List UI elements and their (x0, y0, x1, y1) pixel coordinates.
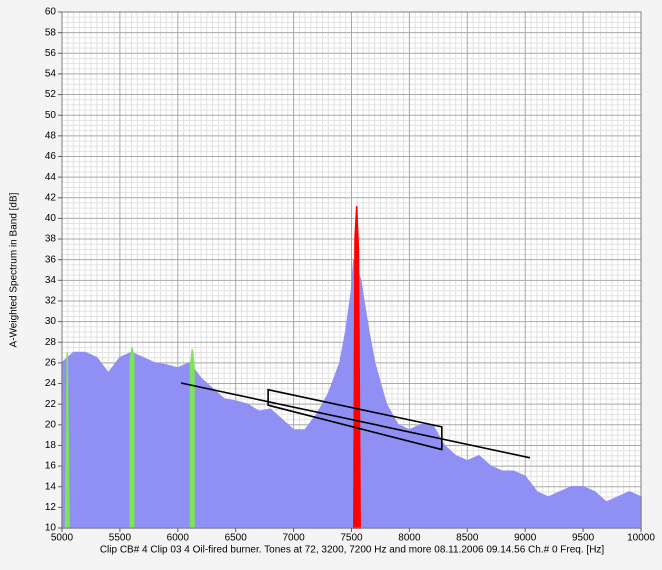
x-tick-label: 9500 (572, 533, 595, 544)
x-tick-label: 8000 (398, 533, 421, 544)
y-tick-label: 38 (45, 234, 57, 245)
y-tick-label: 14 (45, 481, 57, 492)
y-tick-label: 60 (45, 7, 57, 18)
x-tick-label: 9000 (514, 533, 537, 544)
x-tick-label: 6000 (167, 533, 190, 544)
y-tick-label: 32 (45, 296, 57, 307)
y-tick-label: 22 (45, 399, 57, 410)
x-tick-label: 5000 (51, 533, 74, 544)
spectrum-area (129, 347, 135, 529)
y-tick-label: 24 (45, 378, 57, 389)
y-tick-label: 28 (45, 337, 57, 348)
reference-line (267, 388, 443, 451)
y-tick-label: 54 (45, 69, 57, 80)
x-axis-label: Clip CB# 4 Clip 03 4 Oil-fired burner. T… (100, 545, 605, 556)
y-tick-label: 40 (45, 213, 57, 224)
y-tick-label: 36 (45, 254, 57, 265)
y-tick-label: 20 (45, 419, 57, 430)
y-tick-label: 10 (45, 523, 57, 534)
y-tick-label: 30 (45, 316, 57, 327)
y-tick-label: 52 (45, 89, 57, 100)
x-tick-label: 7000 (282, 533, 305, 544)
y-tick-label: 16 (45, 461, 57, 472)
y-tick-label: 12 (45, 502, 57, 513)
y-tick-label: 58 (45, 27, 57, 38)
y-tick-label: 46 (45, 151, 57, 162)
y-tick-label: 56 (45, 48, 57, 59)
reference-line (180, 382, 531, 459)
y-axis-label: A-Weighted Spectrum in Band [dB] (9, 192, 20, 347)
y-tick-label: 42 (45, 192, 57, 203)
x-tick-label: 10000 (627, 533, 655, 544)
x-tick-label: 8500 (456, 533, 479, 544)
y-tick-label: 48 (45, 130, 57, 141)
x-tick-label: 5500 (109, 533, 132, 544)
y-tick-label: 18 (45, 440, 57, 451)
y-tick-label: 26 (45, 358, 57, 369)
y-tick-label: 34 (45, 275, 57, 286)
y-tick-label: 44 (45, 172, 57, 183)
spectrum-area (189, 349, 195, 529)
y-tick-label: 50 (45, 110, 57, 121)
x-tick-label: 6500 (225, 533, 248, 544)
x-tick-label: 7500 (340, 533, 363, 544)
